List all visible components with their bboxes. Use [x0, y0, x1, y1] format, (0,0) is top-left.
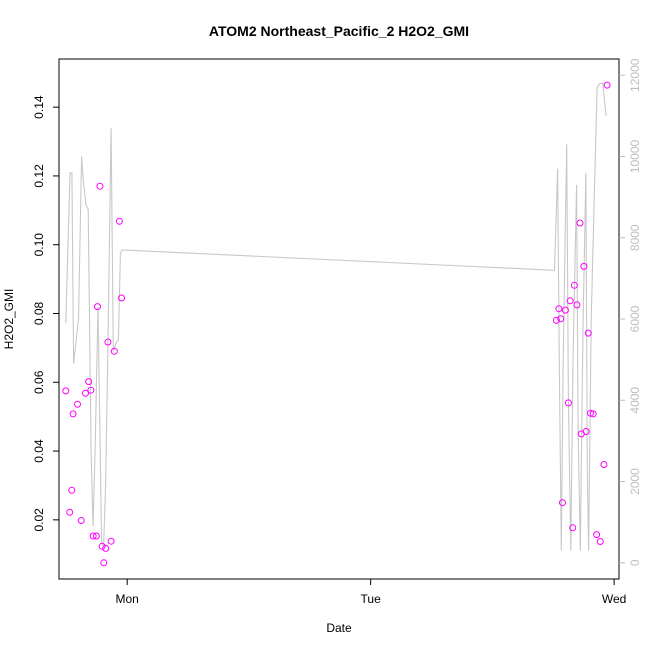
- line-series-layer: [65, 82, 607, 551]
- data-point: [69, 410, 77, 418]
- data-point: [557, 315, 565, 323]
- plot-frame: [58, 58, 620, 580]
- data-point: [566, 297, 574, 305]
- data-point: [570, 281, 578, 289]
- y2-tick-label: 8000: [628, 224, 642, 251]
- data-point: [96, 182, 104, 190]
- data-point: [596, 538, 604, 545]
- chart-title: ATOM2 Northeast_Pacific_2 H2O2_GMI: [209, 23, 469, 39]
- x-axis: Mon Tue Wed: [116, 579, 626, 606]
- data-point: [82, 389, 89, 397]
- data-point: [87, 386, 95, 394]
- data-point: [600, 461, 608, 468]
- data-point: [115, 217, 123, 225]
- x-tick-label: Mon: [116, 592, 139, 606]
- y-tick-label: 0.14: [32, 95, 46, 119]
- y-axis-label: H2O2_GMI: [2, 289, 16, 350]
- y-tick-label: 0.02: [32, 508, 46, 532]
- data-point: [576, 219, 584, 227]
- data-point: [98, 542, 106, 550]
- data-point: [569, 524, 577, 532]
- data-point: [118, 294, 126, 302]
- data-point: [62, 387, 70, 395]
- data-point: [564, 399, 572, 407]
- y2-tick-label: 12000: [628, 58, 642, 92]
- data-point: [561, 306, 569, 314]
- series-line: [65, 82, 607, 551]
- data-point: [589, 410, 597, 418]
- data-point: [582, 428, 590, 435]
- data-point: [107, 537, 115, 545]
- data-point: [92, 532, 100, 540]
- data-point: [593, 531, 601, 539]
- y-tick-label: 0.08: [32, 301, 46, 325]
- data-point: [559, 499, 566, 507]
- y-axis: 0.02 0.04 0.06 0.08 0.10 0.12 0.14: [32, 95, 59, 532]
- right-axis: 0 2000 4000 6000 8000 10000 12000: [619, 58, 642, 566]
- x-tick-label: Wed: [602, 592, 626, 606]
- y-tick-label: 0.06: [32, 370, 46, 394]
- y2-tick-label: 2000: [628, 468, 642, 495]
- data-point: [85, 378, 93, 386]
- y2-tick-label: 0: [628, 559, 642, 566]
- data-point: [77, 517, 85, 524]
- data-point: [587, 409, 594, 417]
- data-point: [555, 305, 563, 313]
- y2-tick-label: 4000: [628, 387, 642, 414]
- data-point: [104, 338, 112, 346]
- y2-tick-label: 10000: [628, 139, 642, 173]
- data-point: [580, 262, 588, 270]
- data-point: [68, 486, 76, 494]
- point-series-layer: [62, 81, 611, 567]
- x-axis-label: Date: [326, 621, 352, 635]
- y2-tick-label: 6000: [628, 305, 642, 332]
- data-point: [89, 532, 97, 540]
- data-point: [94, 303, 101, 311]
- data-point: [110, 347, 118, 355]
- y-tick-label: 0.10: [32, 233, 46, 257]
- y-tick-label: 0.12: [32, 164, 46, 188]
- data-point: [552, 316, 560, 324]
- data-point: [584, 329, 592, 337]
- data-point: [102, 544, 110, 552]
- x-tick-label: Tue: [361, 592, 382, 606]
- data-point: [74, 400, 81, 408]
- data-point: [603, 81, 611, 89]
- data-point: [66, 508, 74, 516]
- data-point: [100, 559, 108, 567]
- data-point: [573, 301, 581, 309]
- y-tick-label: 0.04: [32, 439, 46, 463]
